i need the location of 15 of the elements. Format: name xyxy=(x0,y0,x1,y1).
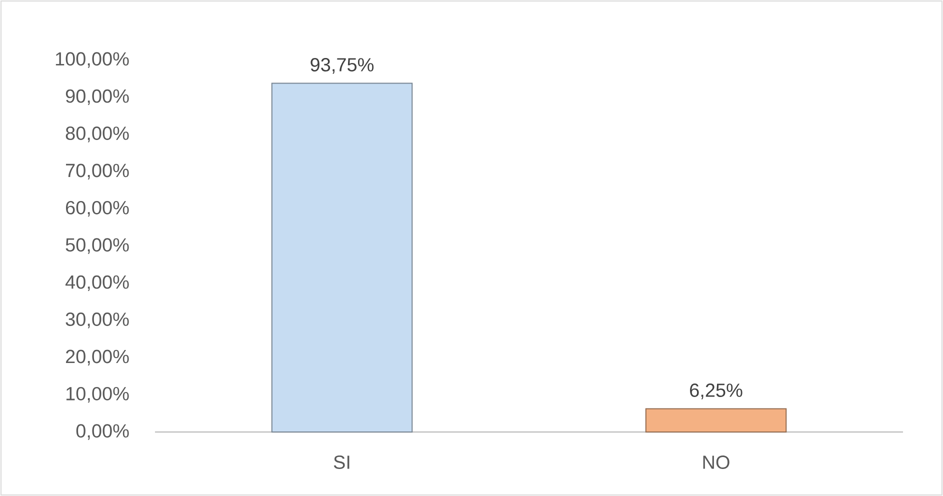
y-tick-label: 40,00% xyxy=(65,275,129,292)
y-tick-label: 0,00% xyxy=(76,424,129,440)
y-tick-label: 70,00% xyxy=(66,164,129,180)
data-label: 6,25% xyxy=(690,384,742,400)
y-tick-label: 50,00% xyxy=(66,238,129,254)
y-tick-label: 80,00% xyxy=(66,126,129,142)
x-tick-label: SI xyxy=(334,456,350,469)
x-tick-label: NO xyxy=(703,456,730,469)
y-tick-label: 60,00% xyxy=(66,200,129,217)
y-tick-label: 90,00% xyxy=(66,89,129,106)
y-tick-label: 20,00% xyxy=(66,350,129,366)
data-label: 93,75% xyxy=(310,58,374,74)
y-tick-label: 100,00% xyxy=(56,52,129,68)
y-tick-label: 10,00% xyxy=(66,386,129,403)
y-tick-label: 30,00% xyxy=(66,312,129,328)
